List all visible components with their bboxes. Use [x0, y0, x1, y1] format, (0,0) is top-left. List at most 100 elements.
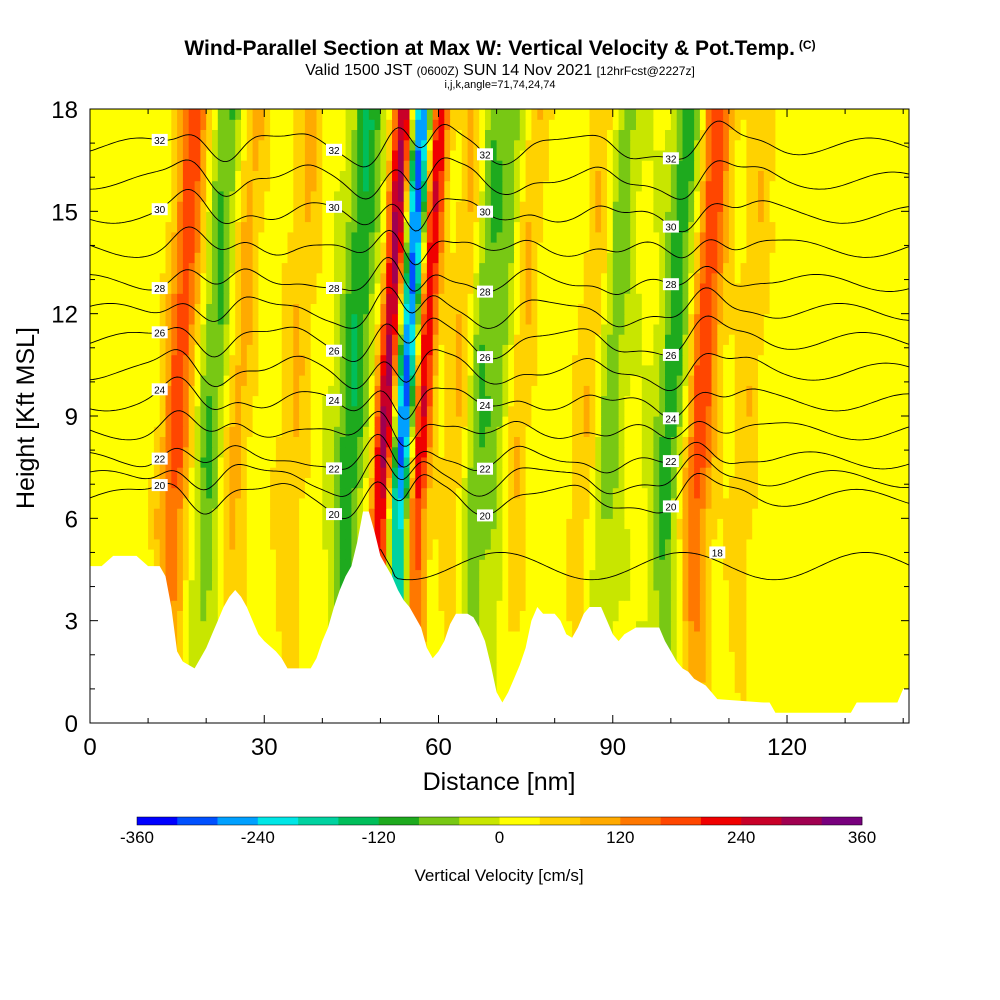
w-cell	[455, 518, 463, 530]
w-cell	[612, 426, 620, 437]
w-cell	[287, 630, 294, 642]
w-cell	[624, 549, 631, 560]
w-cell	[450, 518, 457, 530]
w-cell	[299, 436, 306, 448]
w-cell	[397, 538, 405, 550]
w-cell	[723, 538, 730, 550]
w-cell	[165, 487, 172, 499]
w-cell	[560, 538, 567, 550]
w-cell	[705, 508, 713, 519]
w-cell	[885, 610, 893, 622]
w-cell	[647, 579, 654, 591]
w-cell	[444, 426, 451, 437]
w-cell	[188, 518, 196, 530]
w-cell	[212, 354, 219, 366]
w-cell	[519, 610, 527, 622]
w-cell	[781, 569, 788, 581]
w-cell	[473, 579, 480, 591]
w-cell	[496, 559, 503, 571]
w-cell	[560, 385, 567, 397]
w-cell	[368, 436, 376, 448]
w-cell	[345, 395, 352, 407]
w-cell	[699, 508, 707, 519]
w-cell	[200, 518, 207, 530]
w-cell	[839, 446, 846, 458]
w-cell	[630, 456, 637, 468]
w-cell	[409, 579, 416, 591]
w-cell	[101, 426, 108, 437]
w-cell	[798, 528, 805, 540]
w-cell	[850, 569, 858, 581]
w-cell	[903, 416, 909, 427]
w-cell	[339, 416, 347, 427]
w-cell	[885, 508, 893, 519]
w-cell	[357, 375, 364, 386]
w-cell	[792, 661, 800, 673]
w-cell	[293, 651, 300, 663]
w-cell	[903, 436, 909, 448]
w-cell	[316, 354, 323, 366]
w-cell	[874, 375, 881, 386]
w-cell	[455, 579, 463, 591]
w-cell	[450, 446, 457, 458]
w-cell	[450, 528, 457, 540]
w-cell	[415, 375, 422, 386]
w-cell	[345, 436, 352, 448]
w-cell	[792, 364, 800, 376]
w-cell	[519, 395, 527, 407]
w-cell	[450, 436, 457, 448]
w-cell	[543, 436, 550, 448]
w-cell	[194, 456, 201, 468]
w-cell	[682, 446, 689, 458]
w-cell	[281, 364, 289, 376]
w-cell	[124, 395, 132, 407]
w-cell	[90, 508, 97, 519]
w-cell	[386, 456, 393, 468]
w-cell	[665, 641, 672, 652]
w-cell	[688, 590, 695, 601]
w-cell	[543, 405, 550, 417]
w-cell	[328, 405, 335, 417]
w-cell	[229, 487, 236, 499]
w-cell	[868, 518, 875, 530]
w-cell	[432, 600, 440, 611]
w-cell	[903, 610, 909, 622]
w-cell	[601, 559, 608, 571]
w-cell	[699, 528, 707, 540]
w-cell	[485, 477, 492, 489]
w-cell	[543, 456, 550, 468]
w-cell	[351, 354, 358, 366]
w-cell	[148, 487, 155, 499]
w-cell	[705, 477, 713, 489]
w-cell	[328, 385, 335, 397]
w-cell	[728, 416, 736, 427]
w-cell	[281, 569, 289, 581]
w-cell	[490, 590, 498, 601]
w-cell	[246, 364, 254, 376]
w-cell	[868, 559, 875, 571]
copyright-mark: (C)	[798, 38, 816, 52]
w-cell	[752, 446, 759, 458]
w-cell	[717, 508, 724, 519]
w-cell	[792, 456, 800, 468]
w-cell	[624, 487, 631, 499]
w-cell	[798, 549, 805, 560]
w-cell	[589, 405, 596, 417]
w-cell	[519, 385, 527, 397]
w-cell	[467, 508, 474, 519]
w-cell	[264, 569, 271, 581]
w-cell	[816, 569, 823, 581]
w-cell	[496, 477, 503, 489]
w-cell	[322, 385, 329, 397]
w-cell	[113, 508, 120, 519]
w-cell	[357, 518, 364, 530]
w-cell	[787, 702, 794, 714]
w-cell	[891, 641, 898, 652]
w-cell	[833, 590, 840, 601]
w-cell	[694, 651, 701, 663]
w-cell	[653, 446, 660, 458]
w-cell	[682, 528, 689, 540]
w-cell	[868, 456, 875, 468]
w-cell	[148, 528, 155, 540]
w-cell	[490, 630, 498, 642]
